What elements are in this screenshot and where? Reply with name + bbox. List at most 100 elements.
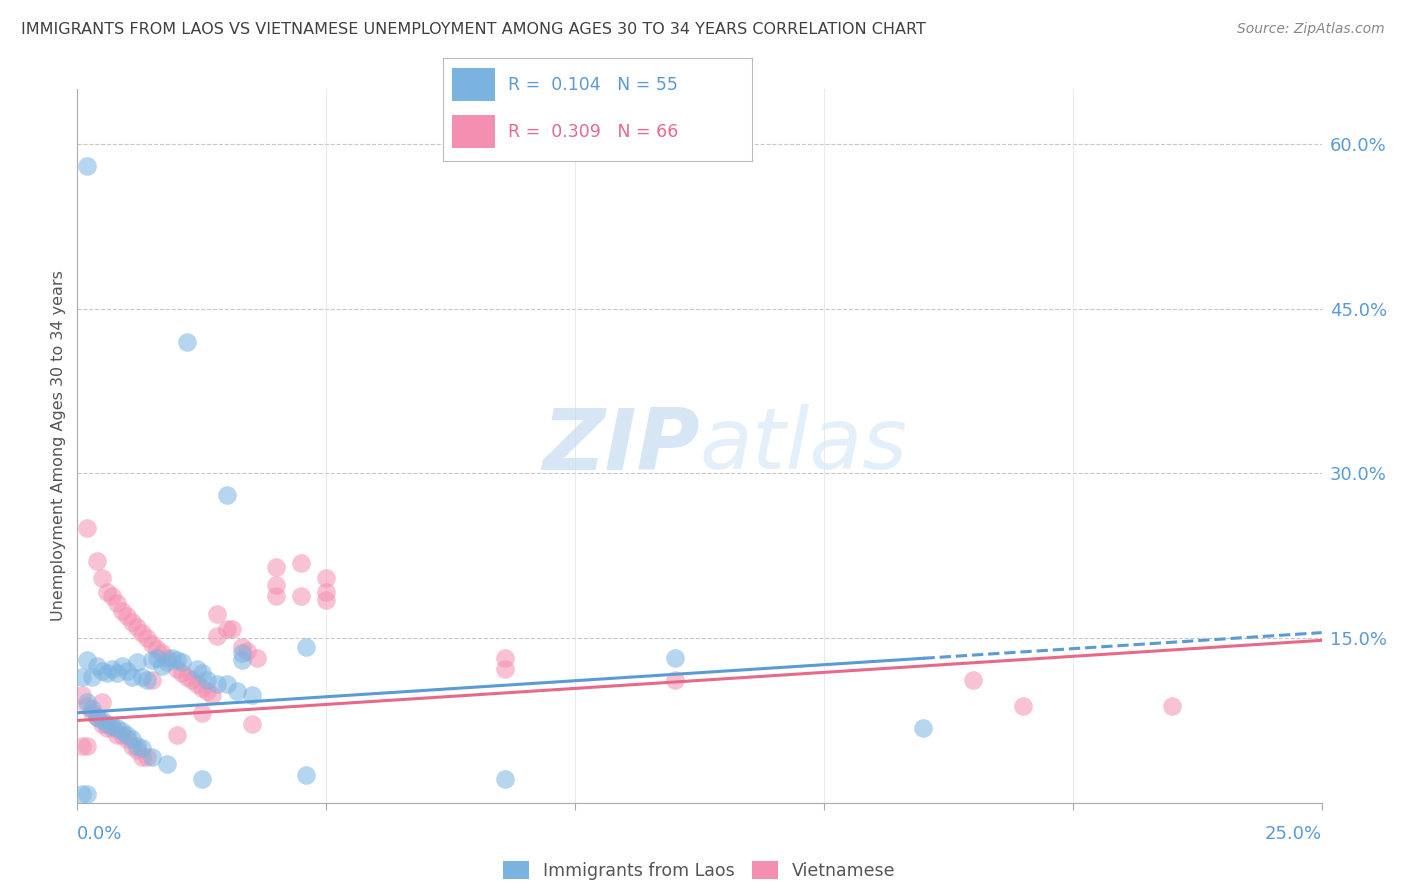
Point [195, 673, 218, 687]
Point [131, 669, 153, 683]
Point [962, 673, 984, 687]
Point [76, 521, 98, 535]
Point [912, 721, 935, 735]
Point [86, 658, 108, 673]
Point [82, 706, 104, 720]
Point [121, 669, 143, 683]
Point [72, 688, 94, 702]
Point [136, 673, 159, 687]
Point [231, 653, 253, 667]
Point [91, 716, 114, 731]
Point [186, 677, 208, 691]
Point [494, 772, 516, 786]
Text: ZIP: ZIP [541, 404, 700, 488]
Point [494, 662, 516, 676]
Point [240, 716, 263, 731]
Point [76, 159, 98, 173]
Point [160, 651, 183, 665]
Point [141, 653, 163, 667]
Point [1161, 699, 1184, 714]
Point [111, 728, 134, 742]
Text: R =  0.104   N = 55: R = 0.104 N = 55 [508, 76, 678, 94]
Point [101, 590, 124, 604]
Point [245, 651, 267, 665]
Point [111, 658, 134, 673]
Point [215, 677, 238, 691]
Point [205, 677, 228, 691]
Point [111, 724, 134, 739]
Point [231, 647, 253, 661]
Point [141, 749, 163, 764]
Point [131, 749, 153, 764]
Point [86, 554, 108, 568]
Point [315, 592, 337, 607]
Point [201, 688, 224, 702]
Point [156, 655, 179, 669]
Point [136, 631, 159, 645]
Point [115, 609, 138, 624]
Point [105, 666, 128, 681]
Point [115, 732, 138, 747]
Point [91, 714, 114, 728]
Point [76, 739, 98, 753]
Point [105, 728, 128, 742]
Point [240, 688, 263, 702]
Point [191, 666, 214, 681]
Point [186, 662, 208, 676]
Text: R =  0.309   N = 66: R = 0.309 N = 66 [508, 123, 678, 141]
Bar [453, 69, 495, 101]
Legend: Immigrants from Laos, Vietnamese: Immigrants from Laos, Vietnamese [496, 855, 903, 887]
Point [72, 787, 94, 801]
Point [72, 739, 94, 753]
Point [1012, 699, 1035, 714]
Point [121, 732, 143, 747]
Point [101, 662, 124, 676]
Point [170, 655, 193, 669]
Point [290, 590, 312, 604]
Point [91, 695, 114, 709]
Point [170, 666, 193, 681]
Point [96, 666, 118, 681]
Text: 0.0%: 0.0% [77, 825, 122, 843]
Point [96, 716, 118, 731]
Point [101, 719, 124, 733]
Point [191, 681, 214, 695]
Point [105, 596, 128, 610]
Text: IMMIGRANTS FROM LAOS VS VIETNAMESE UNEMPLOYMENT AMONG AGES 30 TO 34 YEARS CORREL: IMMIGRANTS FROM LAOS VS VIETNAMESE UNEMP… [21, 22, 927, 37]
Point [121, 739, 143, 753]
Point [101, 721, 124, 735]
Point [235, 644, 257, 658]
Point [76, 699, 98, 714]
Point [215, 623, 238, 637]
Point [494, 651, 516, 665]
Point [315, 571, 337, 585]
Point [96, 585, 118, 599]
Text: atlas: atlas [700, 404, 907, 488]
Point [266, 590, 288, 604]
Point [115, 728, 138, 742]
Point [180, 673, 202, 687]
Point [115, 664, 138, 678]
Point [82, 669, 104, 683]
Point [221, 623, 243, 637]
Point [191, 706, 214, 720]
Point [295, 640, 318, 654]
Point [72, 669, 94, 683]
Y-axis label: Unemployment Among Ages 30 to 34 years: Unemployment Among Ages 30 to 34 years [51, 270, 66, 622]
Point [231, 640, 253, 654]
Point [121, 615, 143, 629]
Point [166, 728, 188, 742]
Point [141, 637, 163, 651]
Point [131, 625, 153, 640]
Point [125, 739, 148, 753]
Point [125, 743, 148, 757]
Point [156, 651, 179, 665]
Bar [453, 115, 495, 148]
Text: 25.0%: 25.0% [1264, 825, 1322, 843]
Point [195, 683, 218, 698]
Point [150, 647, 173, 661]
Point [76, 653, 98, 667]
Point [125, 620, 148, 634]
Point [91, 664, 114, 678]
Point [166, 662, 188, 676]
